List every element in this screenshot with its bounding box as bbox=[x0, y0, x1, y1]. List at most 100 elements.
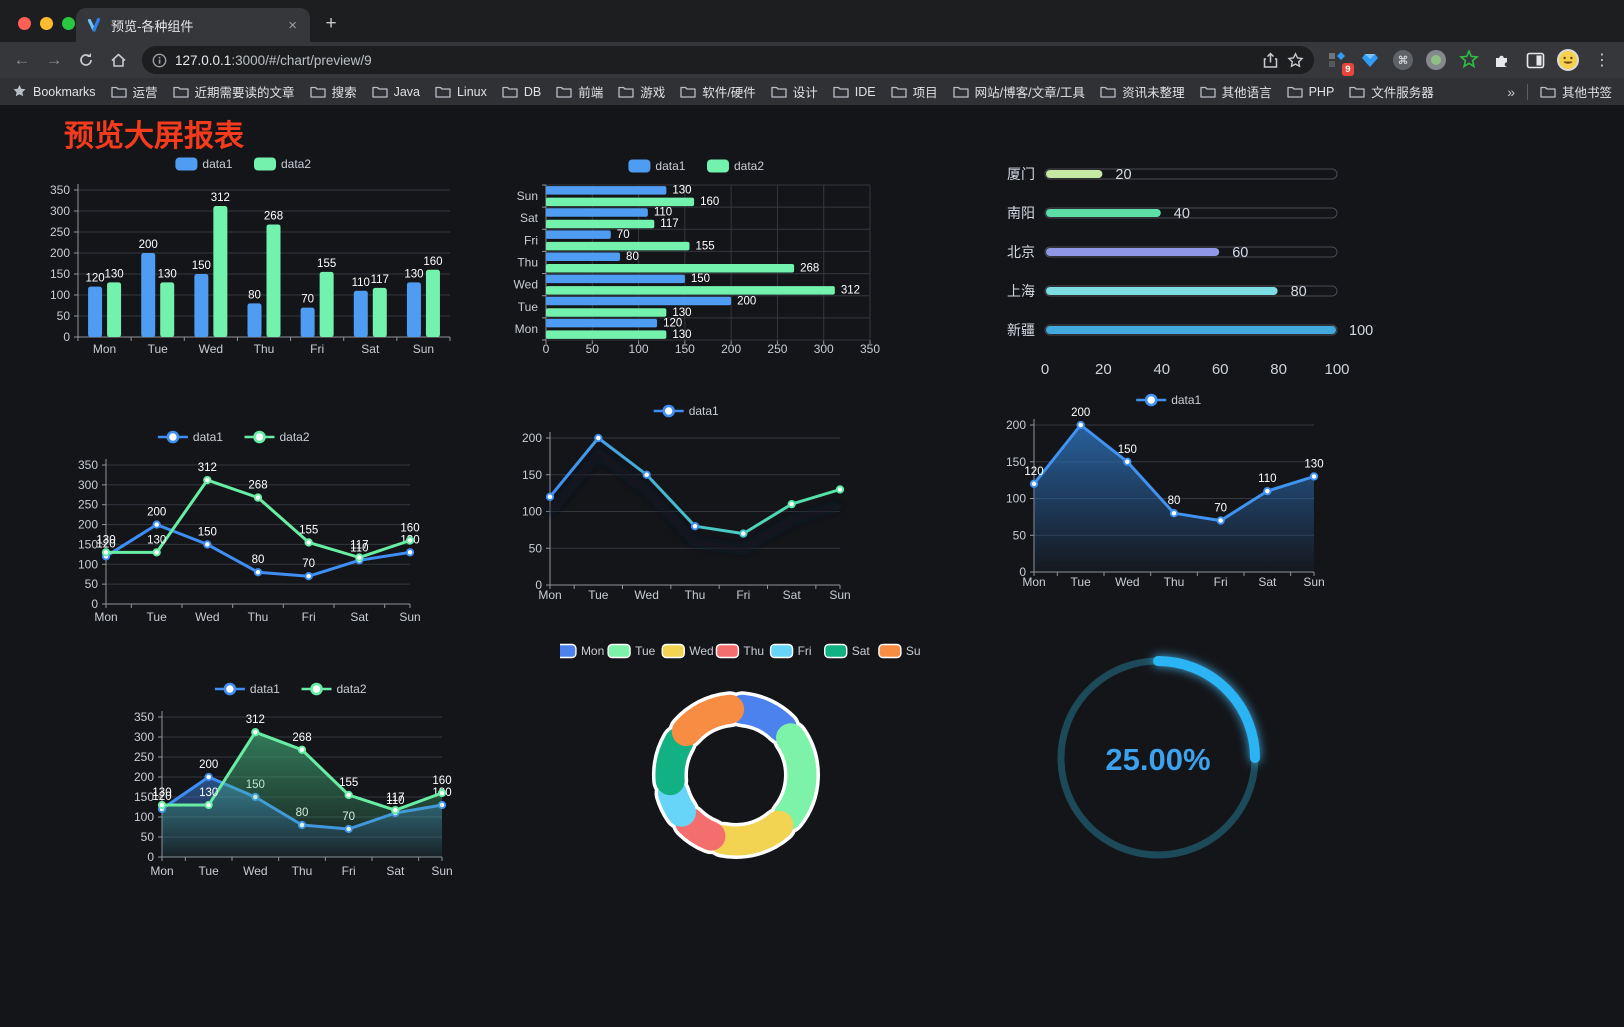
svg-text:150: 150 bbox=[1118, 444, 1137, 456]
svg-text:Sat: Sat bbox=[852, 644, 871, 658]
bookmark-folder[interactable]: 其他语言 bbox=[1199, 82, 1272, 101]
two-series-area-chart[interactable]: data1 data2 0 50 100 150 200 250 300 350 Mon Tue Wed… bbox=[105, 675, 480, 895]
svg-text:Thu: Thu bbox=[292, 864, 313, 878]
bookmark-folder[interactable]: Linux bbox=[435, 85, 487, 99]
command-extension-icon[interactable]: ⌘ bbox=[1390, 47, 1416, 73]
folder-icon bbox=[502, 86, 518, 98]
bookmark-folder[interactable]: 设计 bbox=[771, 82, 818, 101]
svg-text:Fri: Fri bbox=[1214, 575, 1228, 589]
svg-text:200: 200 bbox=[1006, 418, 1026, 432]
folder-icon bbox=[1100, 86, 1116, 98]
svg-text:350: 350 bbox=[78, 458, 98, 472]
svg-text:150: 150 bbox=[134, 790, 154, 804]
extension-grid-icon[interactable]: 9 bbox=[1324, 47, 1354, 76]
bookmark-star-icon[interactable] bbox=[1287, 51, 1304, 69]
bookmark-folder[interactable]: IDE bbox=[833, 85, 876, 99]
svg-text:120: 120 bbox=[663, 317, 682, 329]
svg-text:130: 130 bbox=[672, 329, 691, 341]
window-controls bbox=[18, 17, 75, 30]
bookmark-folder[interactable]: 近期需要读的文章 bbox=[172, 82, 295, 101]
svg-text:100: 100 bbox=[1349, 323, 1373, 339]
svg-text:Mon: Mon bbox=[93, 342, 116, 356]
svg-text:Tue: Tue bbox=[199, 864, 220, 878]
record-extension-icon[interactable] bbox=[1423, 47, 1449, 73]
url-text[interactable]: 127.0.0.1:3000/#/chart/preview/9 bbox=[175, 52, 372, 68]
svg-text:data1: data1 bbox=[655, 159, 685, 173]
bookmark-folder[interactable]: 搜索 bbox=[309, 82, 357, 101]
svg-text:130: 130 bbox=[672, 185, 691, 197]
svg-text:Mon: Mon bbox=[150, 864, 173, 878]
svg-text:Sun: Sun bbox=[1303, 575, 1324, 589]
grouped-bar-chart[interactable]: data1 data2 0 50 100 150 200 250 300 350 Mon Tue Wed… bbox=[30, 148, 460, 378]
bookmark-folder[interactable]: 资讯未整理 bbox=[1100, 82, 1185, 101]
svg-text:150: 150 bbox=[522, 468, 542, 482]
tab-close-icon[interactable]: × bbox=[288, 16, 297, 34]
svg-text:117: 117 bbox=[350, 540, 368, 552]
bookmarks-manager[interactable]: Bookmarks bbox=[12, 84, 96, 99]
bookmark-folder[interactable]: DB bbox=[502, 85, 541, 99]
bookmark-folder[interactable]: 运营 bbox=[110, 82, 158, 101]
svg-text:0: 0 bbox=[535, 578, 542, 592]
city-progress-chart[interactable]: 厦门 20 南阳 40 北京 60 上海 80 新疆 100 0 20 40 60 80 100 bbox=[995, 158, 1380, 385]
new-tab-button[interactable]: + bbox=[325, 13, 337, 34]
svg-text:200: 200 bbox=[139, 239, 158, 251]
donut-chart[interactable]: Mon Tue Wed Thu Fri Sat Sun bbox=[553, 635, 927, 890]
svg-text:130: 130 bbox=[404, 268, 423, 280]
gem-extension-icon[interactable] bbox=[1357, 47, 1383, 73]
profile-avatar[interactable] bbox=[1555, 47, 1581, 73]
svg-text:40: 40 bbox=[1153, 361, 1170, 378]
bookmark-folder[interactable]: 网站/博客/文章/工具 bbox=[952, 82, 1085, 101]
bookmark-folder[interactable]: 前端 bbox=[556, 82, 603, 101]
svg-text:Wed: Wed bbox=[195, 610, 219, 624]
svg-text:Sun: Sun bbox=[829, 588, 850, 602]
bookmark-folder[interactable]: 项目 bbox=[890, 82, 938, 101]
svg-text:data2: data2 bbox=[734, 159, 764, 173]
gradient-line-chart[interactable]: data1 0 50 100 150 200 Mon Tue Wed Thu Fri Sat Sun bbox=[508, 400, 868, 610]
bookmark-folder[interactable]: 文件服务器 bbox=[1349, 82, 1434, 101]
svg-text:data1: data1 bbox=[1171, 393, 1201, 407]
bookmark-folder[interactable]: 游戏 bbox=[618, 82, 665, 101]
folder-icon bbox=[556, 86, 572, 98]
svg-text:150: 150 bbox=[192, 260, 211, 272]
svg-text:Wed: Wed bbox=[1115, 575, 1139, 589]
svg-text:Thu: Thu bbox=[248, 610, 269, 624]
svg-text:150: 150 bbox=[78, 537, 98, 551]
svg-text:100: 100 bbox=[78, 557, 98, 571]
browser-menu-button[interactable]: ⋮ bbox=[1594, 52, 1610, 69]
minimize-window-button[interactable] bbox=[40, 17, 53, 30]
svg-text:Wed: Wed bbox=[689, 644, 713, 658]
svg-text:160: 160 bbox=[700, 196, 719, 208]
svg-text:100: 100 bbox=[522, 505, 542, 519]
two-series-line-chart[interactable]: data1 data2 0 50 100 150 200 250 300 350 Mon Tue Wed… bbox=[48, 425, 423, 635]
svg-text:Wed: Wed bbox=[199, 342, 223, 356]
forward-button[interactable]: → bbox=[45, 50, 63, 69]
reload-button[interactable] bbox=[72, 46, 100, 74]
bookmark-folder[interactable]: PHP bbox=[1286, 85, 1334, 99]
svg-text:130: 130 bbox=[147, 534, 166, 546]
svg-text:data1: data1 bbox=[250, 682, 280, 696]
svg-text:Sat: Sat bbox=[361, 342, 380, 356]
svg-text:0: 0 bbox=[1019, 565, 1026, 579]
horizontal-bar-chart[interactable]: data1 data2 0 50 100 150 200 250 300 350 Sun 130 160… bbox=[498, 152, 898, 369]
other-bookmarks[interactable]: 其他书签 bbox=[1540, 82, 1612, 101]
side-panel-icon[interactable] bbox=[1522, 47, 1548, 73]
svg-text:80: 80 bbox=[1270, 361, 1287, 378]
bookmark-folder[interactable]: Java bbox=[371, 85, 420, 99]
close-window-button[interactable] bbox=[18, 17, 31, 30]
gauge-progress-chart[interactable]: 25.00% bbox=[1040, 640, 1280, 885]
bookmarks-overflow-button[interactable]: » bbox=[1507, 83, 1515, 100]
back-button[interactable]: ← bbox=[13, 50, 31, 69]
browser-tab[interactable]: 预览-各种组件 × bbox=[76, 8, 310, 42]
svg-text:80: 80 bbox=[252, 554, 265, 566]
puzzle-extensions-icon[interactable] bbox=[1489, 47, 1515, 73]
bookmark-folder[interactable]: 软件/硬件 bbox=[680, 82, 756, 101]
svg-text:Mon: Mon bbox=[1022, 575, 1045, 589]
area-line-chart[interactable]: data1 0 50 100 150 200 Mon Tue Wed Thu Fri Sat Sun 12… bbox=[988, 390, 1353, 600]
green-star-extension-icon[interactable] bbox=[1456, 47, 1482, 73]
site-info-icon[interactable] bbox=[152, 53, 167, 68]
home-button[interactable] bbox=[104, 46, 132, 74]
address-bar[interactable]: 127.0.0.1:3000/#/chart/preview/9 bbox=[142, 46, 1314, 74]
maximize-window-button[interactable] bbox=[62, 17, 75, 30]
share-icon[interactable] bbox=[1262, 51, 1279, 69]
